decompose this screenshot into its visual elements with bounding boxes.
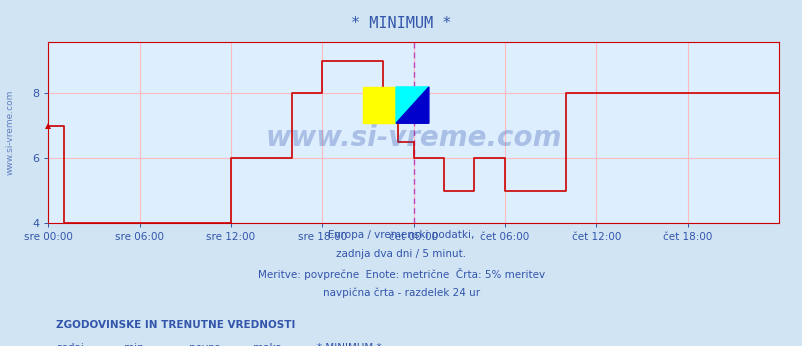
Text: * MINIMUM *: * MINIMUM *: [351, 16, 451, 30]
Polygon shape: [395, 87, 428, 123]
Text: povpr.:: povpr.:: [188, 343, 225, 346]
Polygon shape: [395, 87, 428, 123]
Text: ZGODOVINSKE IN TRENUTNE VREDNOSTI: ZGODOVINSKE IN TRENUTNE VREDNOSTI: [56, 320, 295, 330]
Text: www.si-vreme.com: www.si-vreme.com: [6, 90, 15, 175]
Bar: [363, 87, 395, 123]
Text: * MINIMUM *: * MINIMUM *: [317, 343, 381, 346]
Text: zadnja dva dni / 5 minut.: zadnja dva dni / 5 minut.: [336, 249, 466, 259]
Text: maks.:: maks.:: [253, 343, 288, 346]
Text: Evropa / vremenski podatki,: Evropa / vremenski podatki,: [328, 230, 474, 240]
Text: sedaj:: sedaj:: [56, 343, 87, 346]
Text: Meritve: povprečne  Enote: metrične  Črta: 5% meritev: Meritve: povprečne Enote: metrične Črta:…: [257, 268, 545, 280]
Text: www.si-vreme.com: www.si-vreme.com: [265, 124, 561, 152]
Text: navpična črta - razdelek 24 ur: navpična črta - razdelek 24 ur: [322, 287, 480, 298]
Text: min.:: min.:: [124, 343, 151, 346]
